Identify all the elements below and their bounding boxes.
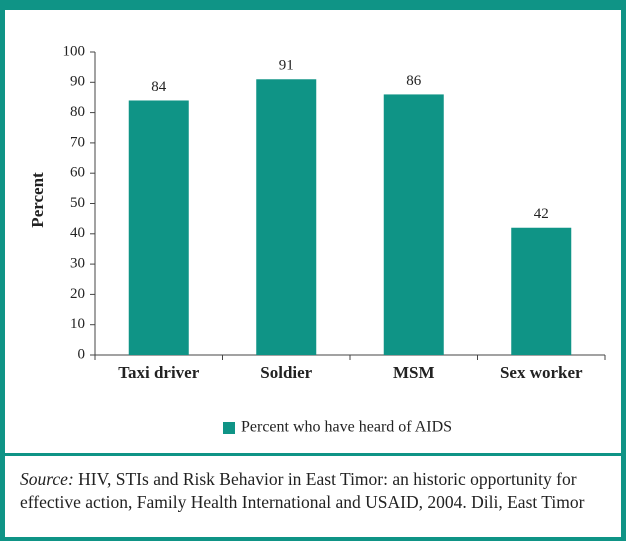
legend-swatch bbox=[223, 422, 235, 434]
x-tick-label: Sex worker bbox=[500, 363, 583, 382]
y-tick-label: 60 bbox=[70, 165, 85, 181]
x-tick-label: Soldier bbox=[260, 363, 312, 382]
y-tick-label: 30 bbox=[70, 256, 85, 272]
x-tick-label: Taxi driver bbox=[118, 363, 200, 382]
legend-label: Percent who have heard of AIDS bbox=[241, 419, 452, 436]
source-label: Source: bbox=[20, 469, 74, 489]
data-label: 91 bbox=[279, 58, 294, 74]
y-tick-label: 0 bbox=[78, 346, 86, 362]
data-label: 42 bbox=[534, 206, 549, 222]
data-label: 86 bbox=[406, 73, 422, 89]
y-tick-label: 40 bbox=[70, 225, 85, 241]
bar bbox=[383, 94, 444, 356]
y-tick-label: 100 bbox=[63, 43, 86, 59]
y-tick-label: 70 bbox=[70, 134, 85, 150]
chart: Percent 0 10 20 30 40 50 60 70 80 90 100 Taxi drive… bbox=[28, 43, 606, 436]
y-tick-label: 80 bbox=[70, 104, 85, 120]
divider bbox=[5, 453, 621, 456]
bar bbox=[128, 100, 189, 355]
y-tick-label: 20 bbox=[70, 286, 85, 302]
y-tick-label: 10 bbox=[70, 316, 85, 332]
y-tick-label: 90 bbox=[70, 74, 85, 90]
bar bbox=[511, 227, 572, 355]
source: Source: HIV, STIs and Risk Behavior in E… bbox=[20, 468, 610, 514]
source-text: HIV, STIs and Risk Behavior in East Timo… bbox=[20, 469, 585, 512]
bar bbox=[256, 79, 317, 356]
x-tick-label: MSM bbox=[393, 363, 435, 382]
data-label: 84 bbox=[151, 79, 167, 95]
y-tick-label: 50 bbox=[70, 195, 85, 211]
y-axis-label: Percent bbox=[28, 172, 47, 228]
